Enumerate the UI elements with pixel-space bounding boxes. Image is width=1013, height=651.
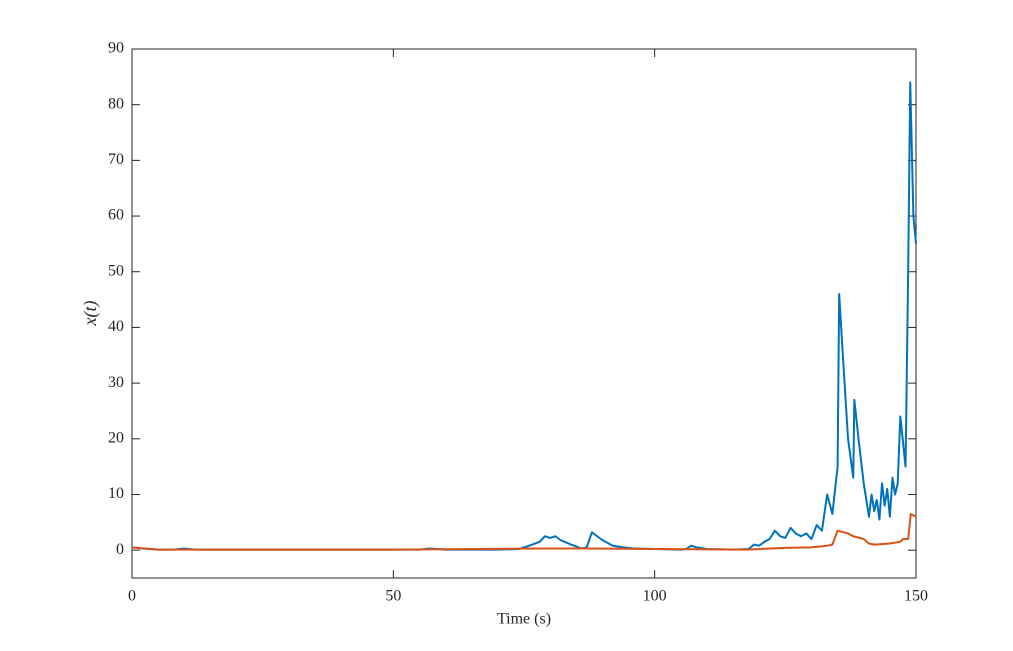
y-tick-label: 10 [108, 485, 124, 502]
x-tick-label: 100 [643, 588, 667, 605]
series-line [131, 512, 917, 551]
x-tick-label: 0 [128, 588, 136, 605]
y-axis-label: x(t) [80, 301, 101, 327]
y-tick-label: 90 [108, 40, 124, 57]
x-tick-label: 150 [904, 588, 928, 605]
y-tick-label: 20 [108, 429, 124, 446]
y-tick-label: 40 [108, 318, 124, 335]
plot-box [131, 48, 917, 579]
x-axis-label: Time (s) [497, 611, 551, 628]
y-tick-label: 60 [108, 207, 124, 224]
y-tick-label: 70 [108, 151, 124, 168]
y-tick-label: 50 [108, 262, 124, 279]
y-tick-label: 30 [108, 374, 124, 391]
y-tick-label: 0 [116, 541, 124, 558]
x-tick-label: 50 [385, 588, 401, 605]
y-tick-label: 80 [108, 95, 124, 112]
